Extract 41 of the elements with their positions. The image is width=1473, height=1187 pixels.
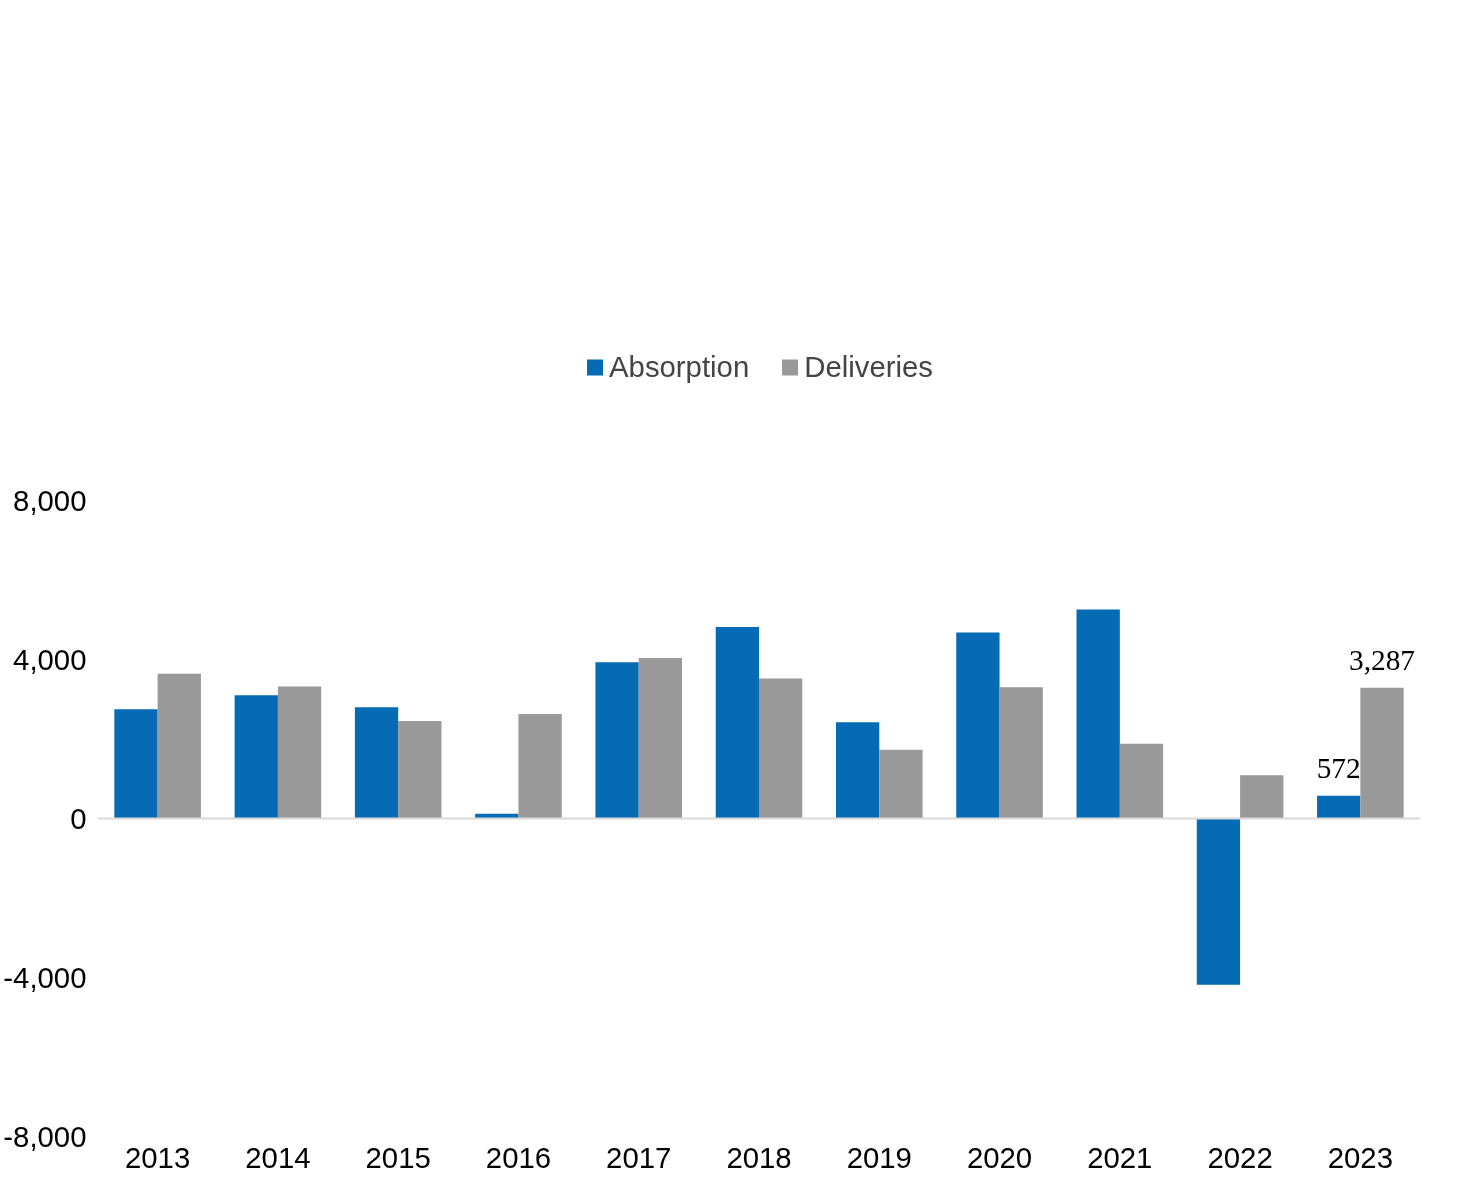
data-label: 572 xyxy=(1316,751,1361,784)
legend-label: Absorption xyxy=(609,349,750,384)
bar xyxy=(114,709,158,819)
bar xyxy=(518,713,562,819)
bar xyxy=(234,695,278,819)
x-tick-label: 2022 xyxy=(1207,1140,1273,1174)
bar xyxy=(999,687,1043,819)
data-label: 3,287 xyxy=(1349,643,1416,676)
x-tick-label: 2013 xyxy=(125,1140,191,1174)
bar xyxy=(277,686,322,819)
x-tick-label: 2021 xyxy=(1087,1140,1153,1174)
x-tick-label: 2018 xyxy=(726,1140,792,1174)
bar xyxy=(956,632,1000,819)
x-tick-label: 2023 xyxy=(1327,1140,1393,1174)
x-tick-label: 2017 xyxy=(606,1140,672,1174)
legend-label: Deliveries xyxy=(804,349,933,384)
bar xyxy=(715,626,759,819)
x-tick-label: 2015 xyxy=(365,1140,431,1174)
bar xyxy=(1240,775,1284,819)
bar xyxy=(1119,743,1164,819)
y-tick-label: 0 xyxy=(70,801,87,835)
bar xyxy=(1076,609,1120,819)
y-tick-label: 8,000 xyxy=(13,483,87,517)
bar xyxy=(354,707,399,819)
bar xyxy=(1360,687,1404,819)
bar xyxy=(638,657,683,819)
bar xyxy=(835,722,880,819)
bar xyxy=(1196,818,1241,985)
y-tick-label: -8,000 xyxy=(3,1119,87,1153)
bar xyxy=(1317,795,1361,819)
x-tick-label: 2014 xyxy=(245,1140,311,1174)
bar xyxy=(759,678,803,819)
x-tick-label: 2019 xyxy=(846,1140,912,1174)
x-tick-label: 2020 xyxy=(966,1140,1033,1174)
bar xyxy=(879,749,923,819)
bar xyxy=(157,673,201,819)
y-tick-label: 4,000 xyxy=(13,642,87,676)
bar xyxy=(595,662,639,819)
bar xyxy=(398,721,442,819)
y-tick-label: -4,000 xyxy=(3,960,87,994)
x-tick-label: 2016 xyxy=(485,1140,552,1174)
